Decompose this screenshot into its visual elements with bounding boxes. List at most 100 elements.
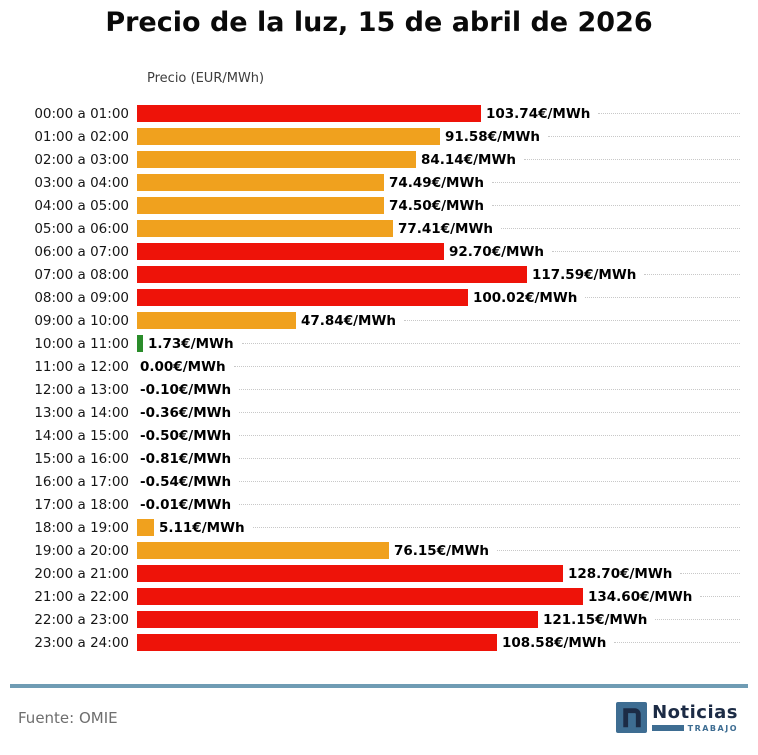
row-gridline: [496, 550, 740, 551]
value-label: 84.14€/MWh: [421, 151, 516, 168]
value-label: 74.49€/MWh: [389, 174, 484, 191]
chart-row: 07:00 a 08:00 117.59€/MWh: [18, 263, 740, 286]
logo-tagline: TRABAJO: [687, 723, 738, 733]
row-gridline: [239, 458, 740, 459]
chart-row: 17:00 a 18:00 -0.01€/MWh: [18, 493, 740, 516]
hour-label: 04:00 a 05:00: [34, 197, 129, 214]
chart-row: 11:00 a 12:00 0.00€/MWh: [18, 355, 740, 378]
price-bar: [137, 519, 154, 536]
value-label: 77.41€/MWh: [398, 220, 493, 237]
value-label: 117.59€/MWh: [532, 266, 637, 283]
row-gridline: [403, 320, 740, 321]
row-gridline: [598, 113, 740, 114]
chart-row: 09:00 a 10:00 47.84€/MWh: [18, 309, 740, 332]
value-label: 47.84€/MWh: [301, 312, 396, 329]
hour-label: 12:00 a 13:00: [34, 381, 129, 398]
value-label: 5.11€/MWh: [159, 519, 245, 536]
footer-divider: [10, 684, 748, 688]
row-gridline: [585, 297, 740, 298]
price-bar: [137, 105, 481, 122]
logo-name: Noticias: [652, 701, 738, 723]
row-gridline: [252, 527, 740, 528]
price-bar: [137, 128, 440, 145]
hour-label: 13:00 a 14:00: [34, 404, 129, 421]
value-label: 121.15€/MWh: [543, 611, 648, 628]
chart-row: 10:00 a 11:00 1.73€/MWh: [18, 332, 740, 355]
hour-label: 11:00 a 12:00: [34, 358, 129, 375]
chart-row: 16:00 a 17:00 -0.54€/MWh: [18, 470, 740, 493]
row-gridline: [239, 481, 740, 482]
price-bar: [137, 611, 538, 628]
hour-label: 17:00 a 18:00: [34, 496, 129, 513]
hour-label: 03:00 a 04:00: [34, 174, 129, 191]
value-label: 1.73€/MWh: [148, 335, 234, 352]
row-gridline: [547, 136, 740, 137]
row-gridline: [233, 366, 740, 367]
chart-row: 21:00 a 22:00 134.60€/MWh: [18, 585, 740, 608]
row-gridline: [500, 228, 740, 229]
chart-row: 08:00 a 09:00 100.02€/MWh: [18, 286, 740, 309]
value-label: 100.02€/MWh: [473, 289, 578, 306]
value-label: 128.70€/MWh: [568, 565, 673, 582]
row-gridline: [239, 504, 740, 505]
chart-row: 13:00 a 14:00 -0.36€/MWh: [18, 401, 740, 424]
hour-label: 23:00 a 24:00: [34, 634, 129, 651]
hour-label: 08:00 a 09:00: [34, 289, 129, 306]
chart-row: 14:00 a 15:00 -0.50€/MWh: [18, 424, 740, 447]
hour-label: 15:00 a 16:00: [34, 450, 129, 467]
logo-bar: [652, 725, 684, 731]
price-bar: [137, 243, 444, 260]
chart-row: 04:00 a 05:00 74.50€/MWh: [18, 194, 740, 217]
chart-row: 15:00 a 16:00 -0.81€/MWh: [18, 447, 740, 470]
chart-row: 22:00 a 23:00 121.15€/MWh: [18, 608, 740, 631]
logo-text: Noticias TRABAJO: [652, 703, 738, 733]
chart-row: 01:00 a 02:00 91.58€/MWh: [18, 125, 740, 148]
price-bar: [137, 151, 416, 168]
hour-label: 05:00 a 06:00: [34, 220, 129, 237]
hour-label: 16:00 a 17:00: [34, 473, 129, 490]
value-label: 92.70€/MWh: [449, 243, 544, 260]
row-gridline: [700, 596, 740, 597]
bar-chart: 00:00 a 01:00 103.74€/MWh 01:00 a 02:00 …: [18, 102, 740, 654]
value-label: 103.74€/MWh: [486, 105, 591, 122]
row-gridline: [680, 573, 740, 574]
hour-label: 22:00 a 23:00: [34, 611, 129, 628]
row-gridline: [491, 182, 740, 183]
value-label: 91.58€/MWh: [445, 128, 540, 145]
price-bar: [137, 335, 143, 352]
value-label: -0.36€/MWh: [140, 404, 232, 421]
price-bar: [137, 312, 296, 329]
chart-row: 02:00 a 03:00 84.14€/MWh: [18, 148, 740, 171]
value-label: 74.50€/MWh: [389, 197, 484, 214]
value-label: -0.81€/MWh: [140, 450, 232, 467]
hour-label: 20:00 a 21:00: [34, 565, 129, 582]
price-bar: [137, 565, 563, 582]
hour-label: 06:00 a 07:00: [34, 243, 129, 260]
price-bar: [137, 634, 497, 651]
row-gridline: [551, 251, 740, 252]
price-bar: [137, 197, 384, 214]
row-gridline: [614, 642, 740, 643]
hour-label: 18:00 a 19:00: [34, 519, 129, 536]
chart-row: 00:00 a 01:00 103.74€/MWh: [18, 102, 740, 125]
price-bar: [137, 266, 527, 283]
source-credit: Fuente: OMIE: [18, 708, 118, 727]
price-bar: [137, 174, 384, 191]
hour-label: 21:00 a 22:00: [34, 588, 129, 605]
page-title: Precio de la luz, 15 de abril de 2026: [105, 7, 653, 38]
hour-label: 07:00 a 08:00: [34, 266, 129, 283]
chart-row: 12:00 a 13:00 -0.10€/MWh: [18, 378, 740, 401]
row-gridline: [241, 343, 740, 344]
chart-row: 06:00 a 07:00 92.70€/MWh: [18, 240, 740, 263]
row-gridline: [491, 205, 740, 206]
row-gridline: [239, 435, 740, 436]
axis-label: Precio (EUR/MWh): [147, 71, 265, 86]
chart-row: 19:00 a 20:00 76.15€/MWh: [18, 539, 740, 562]
chart-row: 05:00 a 06:00 77.41€/MWh: [18, 217, 740, 240]
hour-label: 09:00 a 10:00: [34, 312, 129, 329]
row-gridline: [523, 159, 740, 160]
value-label: -0.10€/MWh: [140, 381, 232, 398]
value-label: -0.50€/MWh: [140, 427, 232, 444]
chart-row: 03:00 a 04:00 74.49€/MWh: [18, 171, 740, 194]
chart-rows: 00:00 a 01:00 103.74€/MWh 01:00 a 02:00 …: [18, 102, 740, 654]
